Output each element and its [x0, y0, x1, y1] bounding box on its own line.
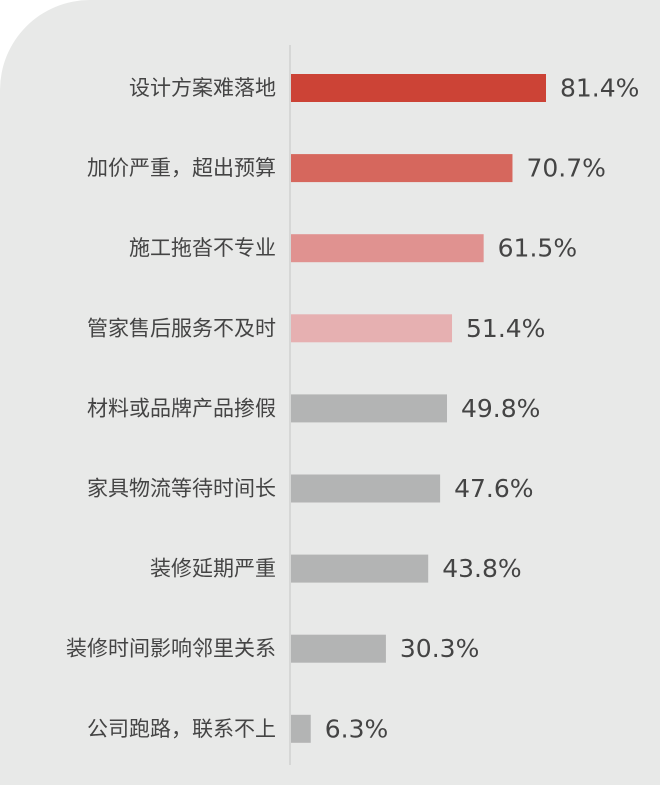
category-label: 装修时间影响邻里关系 [66, 637, 276, 661]
bar [291, 234, 484, 263]
value-label: 81.4% [560, 74, 639, 103]
category-label: 材料或品牌产品掺假 [87, 396, 276, 420]
value-label: 49.8% [461, 394, 540, 423]
category-label: 设计方案难落地 [129, 76, 276, 100]
value-label: 6.3% [325, 714, 389, 743]
category-label: 公司跑路，联系不上 [87, 717, 276, 741]
category-label: 装修延期严重 [150, 557, 276, 581]
category-label: 管家售后服务不及时 [87, 316, 276, 340]
category-label: 家具物流等待时间长 [87, 477, 276, 501]
value-label: 51.4% [466, 314, 545, 343]
bar [291, 554, 429, 583]
category-label: 加价严重，超出预算 [87, 156, 276, 180]
bar [291, 154, 513, 183]
value-label: 43.8% [442, 554, 521, 583]
bar [291, 634, 386, 663]
value-label: 70.7% [526, 154, 605, 183]
bar [291, 394, 448, 423]
value-label: 61.5% [498, 234, 577, 263]
value-label: 47.6% [454, 474, 533, 503]
bar [291, 714, 311, 743]
category-label: 施工拖沓不专业 [129, 236, 276, 260]
value-label: 30.3% [400, 634, 479, 663]
bar [291, 314, 453, 343]
bar [291, 74, 546, 102]
bar [291, 474, 441, 503]
